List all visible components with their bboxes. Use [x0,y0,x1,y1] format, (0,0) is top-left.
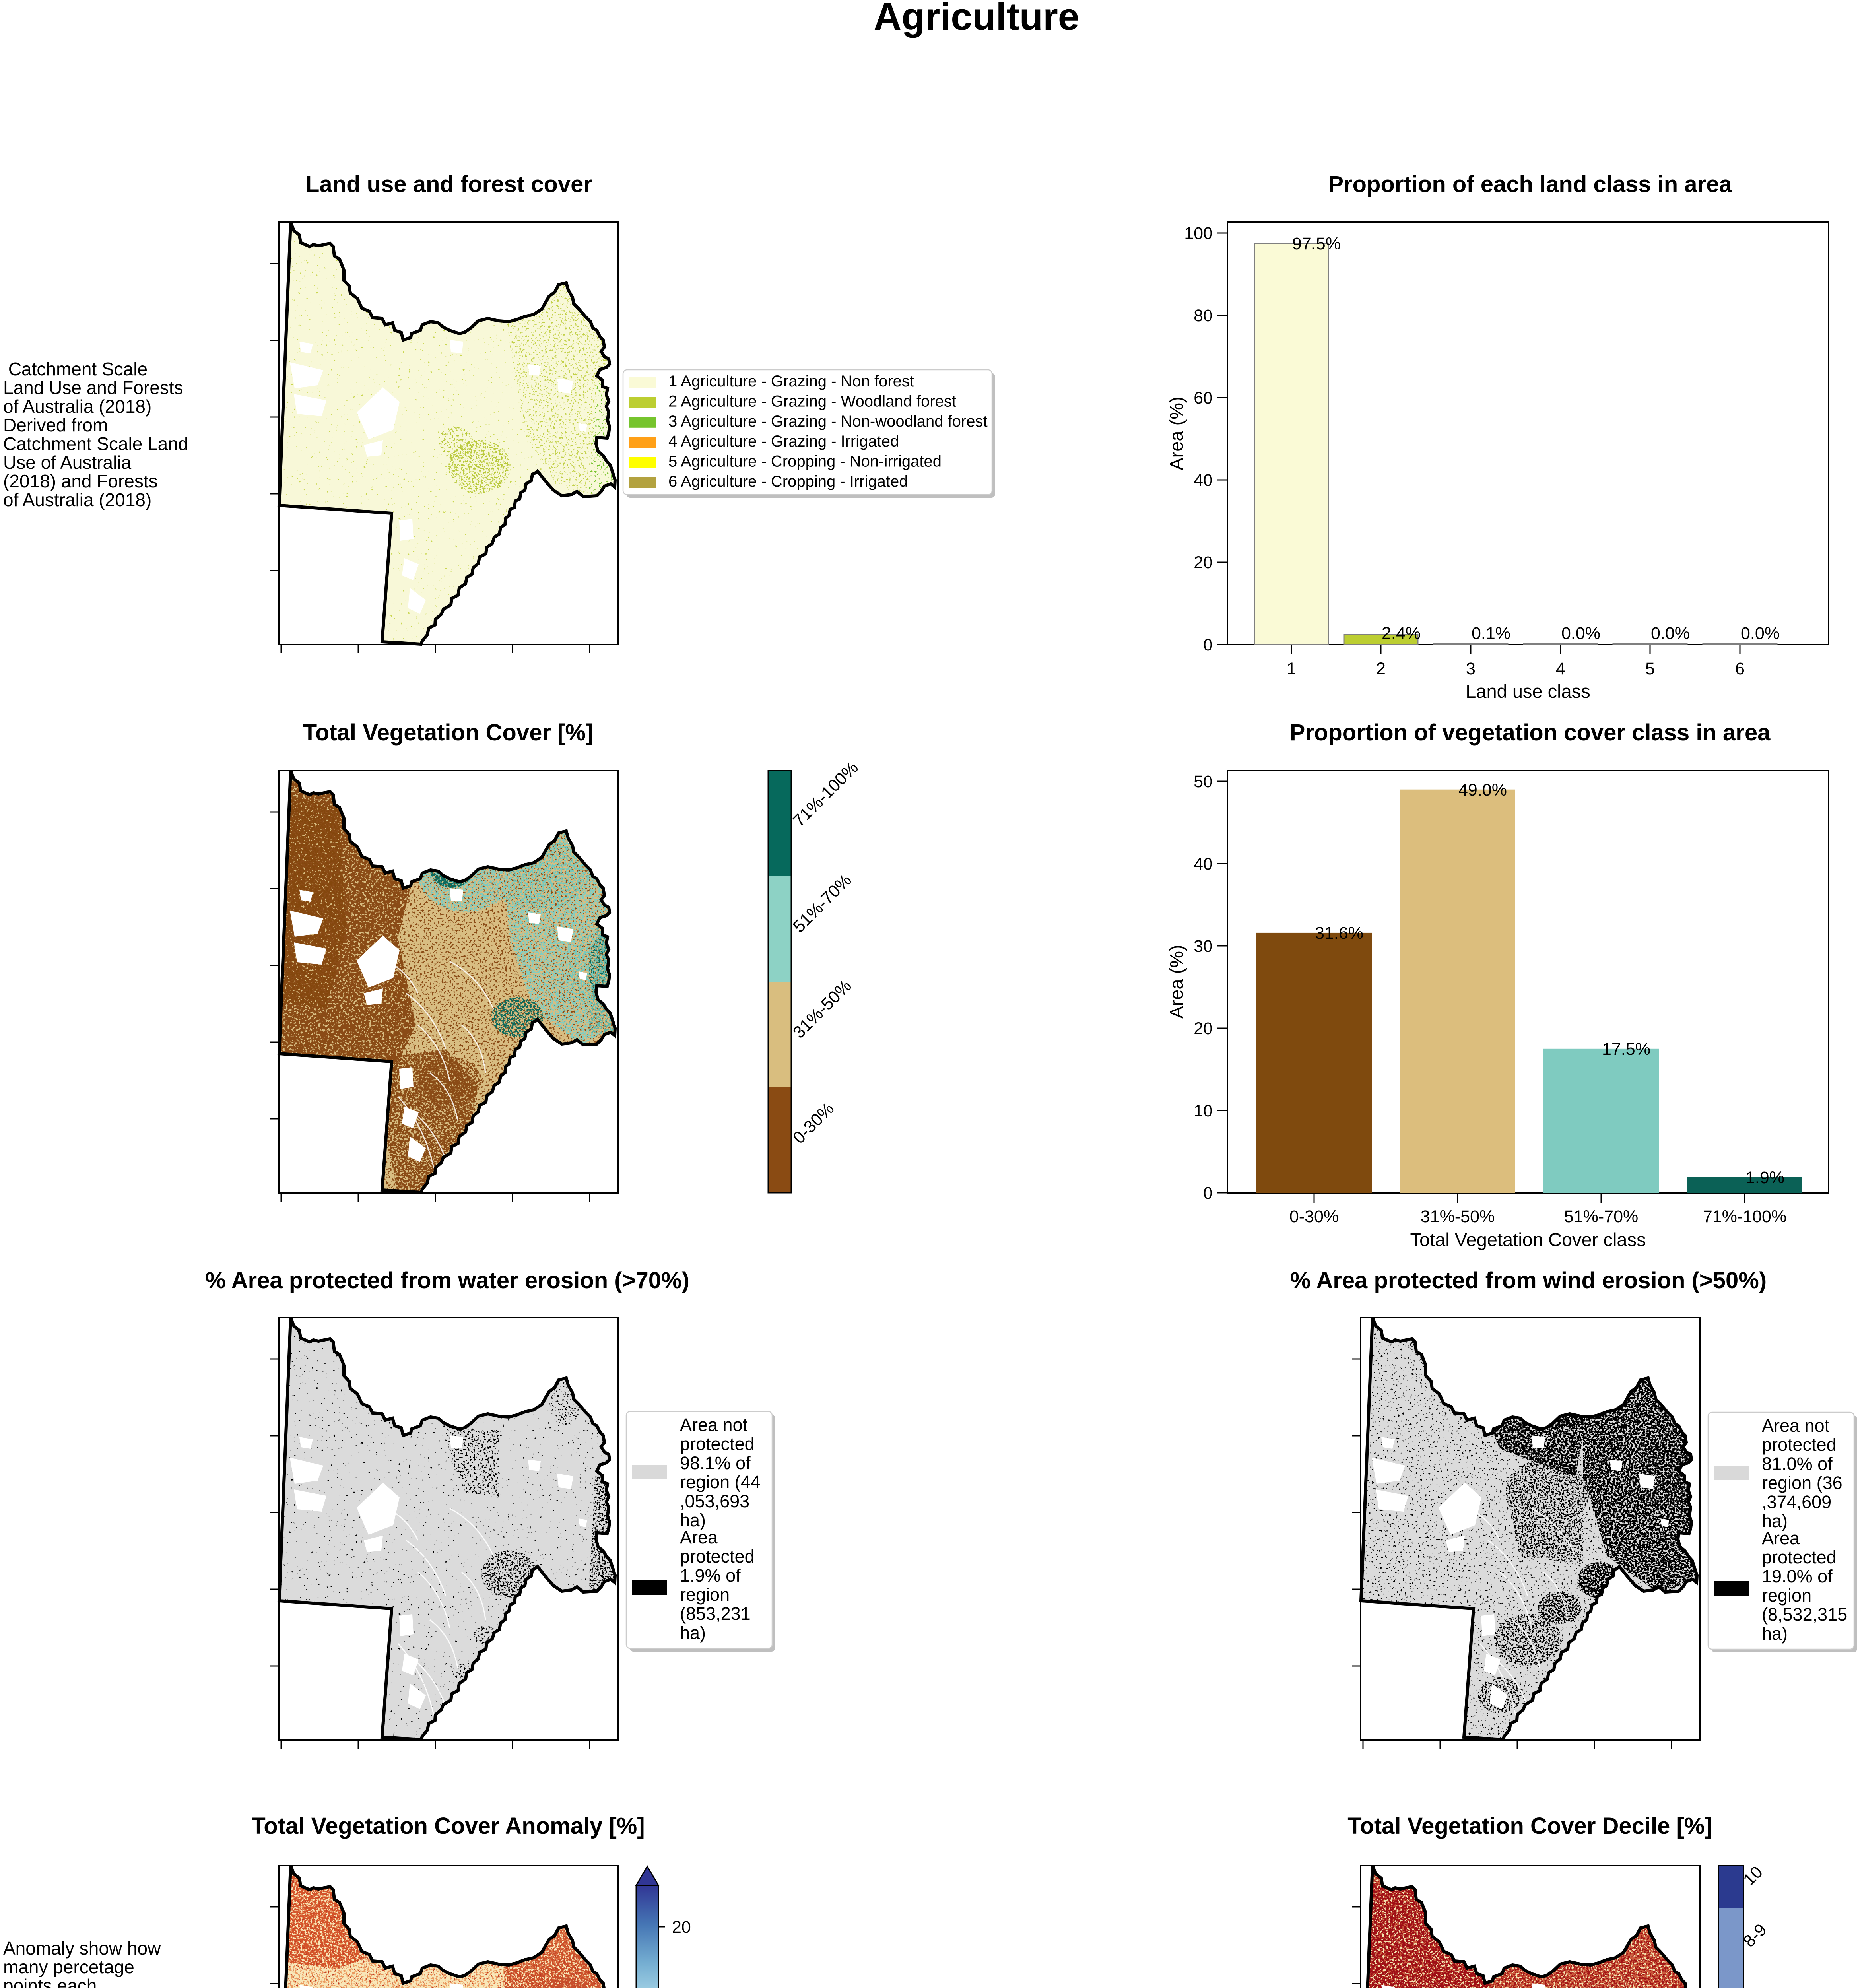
svg-text:Total Vegetation Cover Decile: Total Vegetation Cover Decile [%] [1347,1813,1712,1839]
svg-text:Total Vegetation Cover class: Total Vegetation Cover class [1410,1229,1646,1250]
svg-text:Use of Australia: Use of Australia [3,452,132,473]
svg-text:3 Agriculture - Grazing - Non-: 3 Agriculture - Grazing - Non-woodland f… [668,413,988,430]
svg-text:Catchment Scale: Catchment Scale [3,359,148,379]
svg-text:5: 5 [1645,659,1655,678]
svg-text:Proportion of vegetation cover: Proportion of vegetation cover class in … [1290,720,1771,746]
svg-text:Area: Area [1762,1528,1800,1548]
svg-text:Total Vegetation Cover [%]: Total Vegetation Cover [%] [303,720,593,746]
svg-text:60: 60 [1194,388,1213,408]
svg-text:51%-70%: 51%-70% [1564,1207,1638,1226]
svg-text:71%-100%: 71%-100% [1703,1207,1786,1226]
svg-text:ha): ha) [680,1623,706,1643]
svg-text:81.0% of: 81.0% of [1762,1454,1833,1474]
svg-text:97.5%: 97.5% [1292,234,1341,253]
svg-text:31%-50%: 31%-50% [1421,1207,1495,1226]
svg-text:1.9% of: 1.9% of [680,1565,741,1586]
svg-text:region (44: region (44 [680,1472,761,1492]
svg-text:Area: Area [680,1527,718,1547]
svg-text:Proportion of each land class: Proportion of each land class in area [1328,171,1732,197]
svg-text:protected: protected [1762,1435,1837,1455]
svg-text:Catchment Scale Land: Catchment Scale Land [3,433,188,454]
svg-text:0.0%: 0.0% [1651,624,1690,643]
svg-text:0: 0 [1203,1184,1213,1203]
svg-text:2.4%: 2.4% [1382,624,1421,643]
svg-text:region: region [680,1584,730,1605]
svg-text:(8,532,315: (8,532,315 [1762,1604,1847,1625]
svg-text:ha): ha) [680,1510,706,1530]
svg-text:Total Vegetation Cover Anomaly: Total Vegetation Cover Anomaly [%] [251,1813,645,1839]
svg-text:0-30%: 0-30% [789,1099,838,1147]
svg-text:Anomaly show how: Anomaly show how [3,1938,161,1959]
svg-text:30: 30 [1194,937,1213,956]
svg-text:0.0%: 0.0% [1741,624,1780,643]
svg-text:Land Use and Forests: Land Use and Forests [3,377,183,398]
svg-text:4: 4 [1556,659,1565,678]
svg-text:0.0%: 0.0% [1561,624,1600,643]
svg-text:Area not: Area not [1762,1415,1830,1436]
svg-text:20: 20 [1194,1019,1213,1038]
svg-text:19.0% of: 19.0% of [1762,1566,1833,1586]
svg-text:protected: protected [680,1434,755,1454]
svg-text:10: 10 [1194,1101,1213,1120]
svg-text:8-9: 8-9 [1740,1920,1771,1951]
svg-text:protected: protected [680,1546,755,1567]
svg-text:ha): ha) [1762,1623,1788,1644]
svg-text:98.1% of: 98.1% of [680,1453,751,1473]
svg-text:of Australia (2018): of Australia (2018) [3,396,151,417]
svg-text:Area (%): Area (%) [1166,396,1187,470]
svg-text:region (36: region (36 [1762,1473,1842,1493]
svg-text:31.6%: 31.6% [1315,924,1363,943]
svg-text:6: 6 [1735,659,1745,678]
svg-text:,374,609: ,374,609 [1762,1492,1831,1512]
svg-text:0-30%: 0-30% [1289,1207,1339,1226]
svg-text:Agriculture: Agriculture [874,0,1079,38]
svg-text:of Australia (2018): of Australia (2018) [3,489,151,510]
svg-text:40: 40 [1194,854,1213,874]
svg-text:2 Agriculture - Grazing - Wood: 2 Agriculture - Grazing - Woodland fores… [668,392,956,410]
svg-text:Derived from: Derived from [3,415,108,435]
svg-text:region: region [1762,1585,1811,1606]
svg-text:6 Agriculture - Cropping - Irr: 6 Agriculture - Cropping - Irrigated [668,473,908,490]
svg-text:protected: protected [1762,1547,1837,1567]
svg-text:71%-100%: 71%-100% [789,758,862,831]
svg-text:4 Agriculture - Grazing - Irri: 4 Agriculture - Grazing - Irrigated [668,433,899,450]
svg-text:Land use class: Land use class [1466,681,1590,702]
svg-text:0.1%: 0.1% [1472,624,1510,643]
svg-text:5 Agriculture - Cropping - Non: 5 Agriculture - Cropping - Non-irrigated [668,453,942,470]
svg-text:20: 20 [1194,553,1213,572]
svg-text:50: 50 [1194,772,1213,791]
svg-text:Land use and forest cover: Land use and forest cover [305,171,592,197]
svg-text:17.5%: 17.5% [1602,1040,1650,1059]
svg-text:points each: points each [3,1975,97,1988]
svg-text:1 Agriculture - Grazing - Non: 1 Agriculture - Grazing - Non forest [668,373,914,390]
svg-text:51%-70%: 51%-70% [789,870,855,936]
svg-text:20: 20 [672,1918,691,1937]
svg-text:1.9%: 1.9% [1745,1168,1784,1187]
svg-text:% Area protected from water er: % Area protected from water erosion (>70… [205,1268,689,1293]
svg-text:ha): ha) [1762,1511,1788,1531]
svg-text:,053,693: ,053,693 [680,1491,749,1511]
svg-text:% Area protected from wind ero: % Area protected from wind erosion (>50%… [1290,1268,1767,1293]
svg-text:(853,231: (853,231 [680,1604,751,1624]
svg-text:100: 100 [1184,224,1213,243]
svg-text:(2018) and Forests: (2018) and Forests [3,471,158,491]
svg-text:0: 0 [1203,635,1213,654]
svg-text:31%-50%: 31%-50% [789,976,855,1042]
svg-text:1: 1 [1287,659,1296,678]
svg-text:80: 80 [1194,306,1213,325]
svg-text:2: 2 [1376,659,1386,678]
svg-text:3: 3 [1466,659,1476,678]
svg-text:49.0%: 49.0% [1458,780,1507,800]
svg-text:many percetage: many percetage [3,1957,134,1977]
svg-text:Area not: Area not [680,1415,748,1435]
svg-text:Area (%): Area (%) [1166,945,1187,1018]
svg-text:40: 40 [1194,471,1213,490]
